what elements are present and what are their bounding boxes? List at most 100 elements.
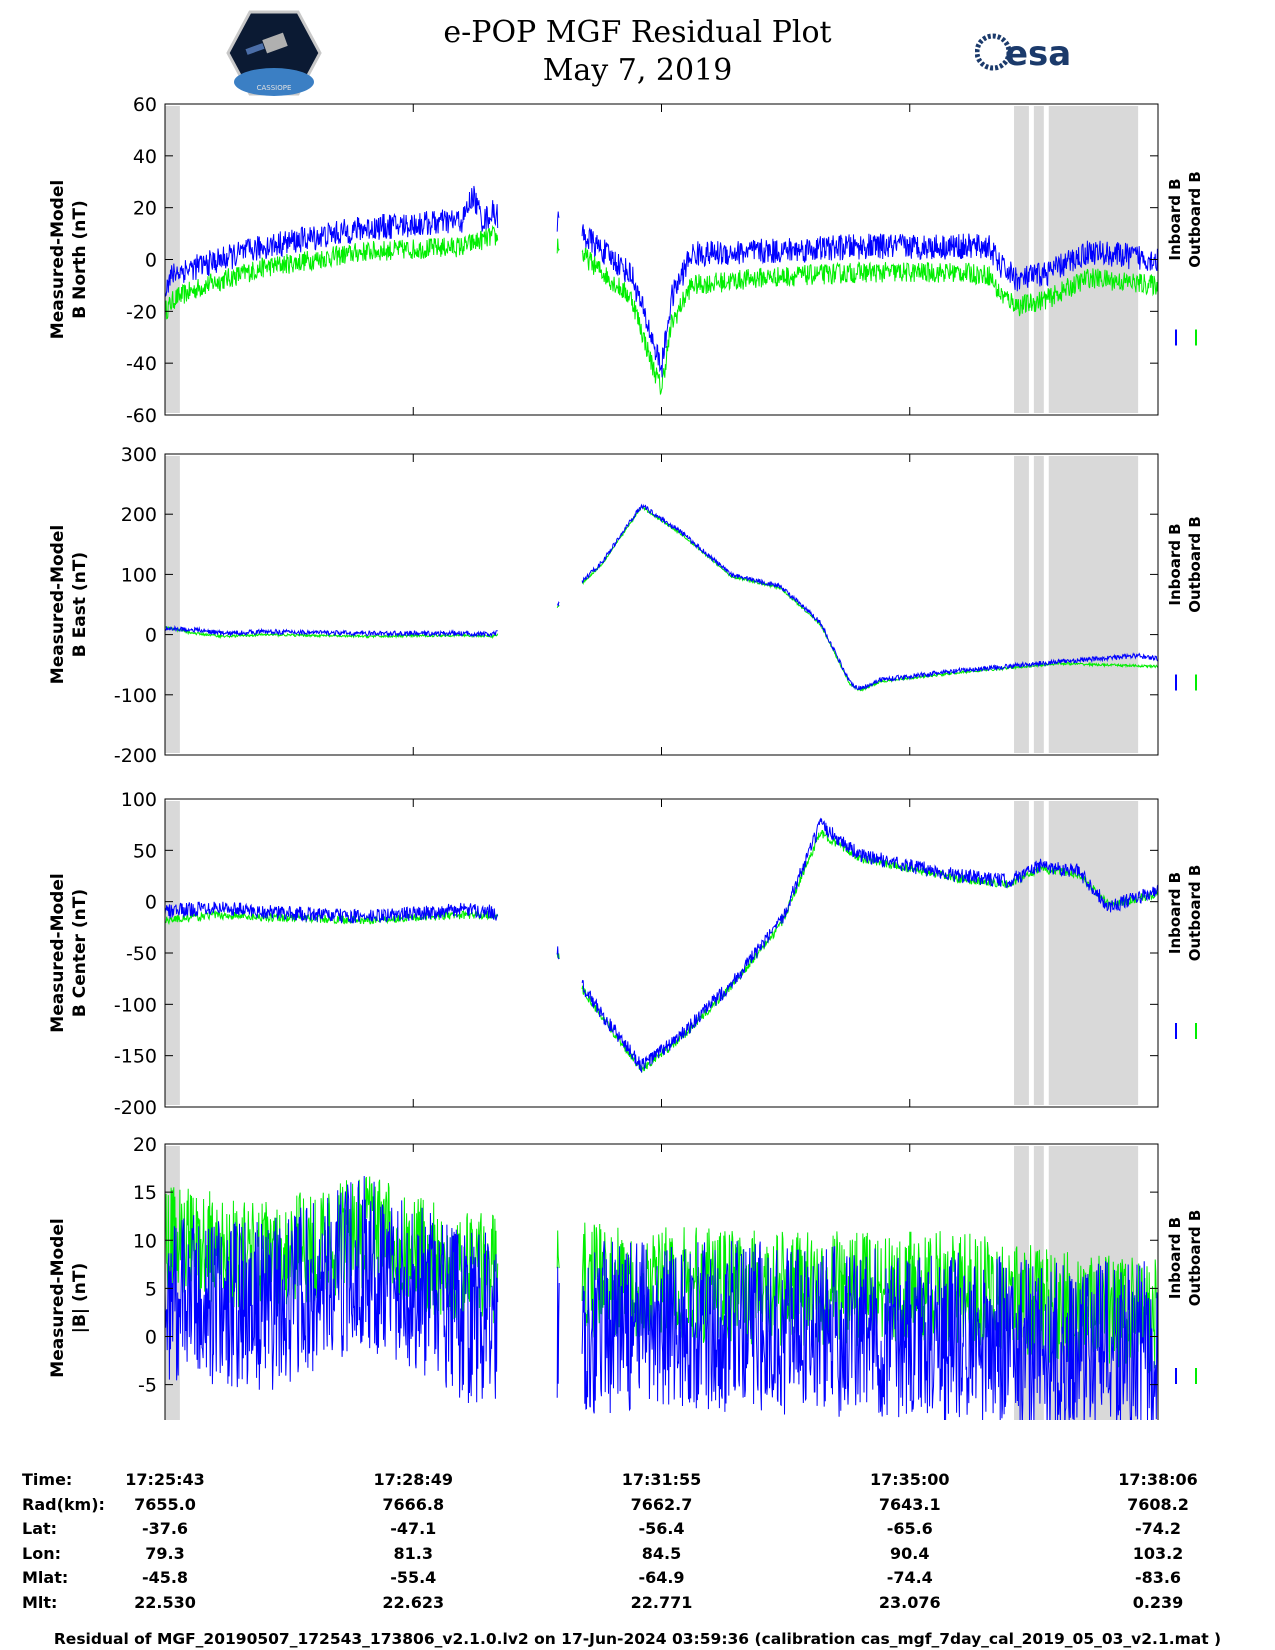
shaded-region bbox=[1048, 801, 1139, 1105]
cassiope-logo: CASSIOPE bbox=[226, 10, 322, 100]
series-line-outboard bbox=[556, 1230, 560, 1269]
y-tick-label: -100 bbox=[114, 994, 157, 1016]
y-tick-label: 20 bbox=[133, 1134, 157, 1156]
esa-logo: esa bbox=[974, 32, 1090, 76]
series-line-inboard bbox=[556, 946, 560, 960]
y-tick-label: -40 bbox=[126, 353, 157, 375]
y-tick-label: -200 bbox=[114, 745, 157, 767]
series-line-inboard bbox=[164, 1175, 499, 1404]
ephemeris-value: -83.6 bbox=[1134, 1568, 1182, 1587]
y-tick-label: 0 bbox=[145, 625, 157, 647]
legend-label-outboard: Outboard B bbox=[1186, 1210, 1204, 1307]
ephemeris-value: 17:28:49 bbox=[373, 1470, 454, 1489]
residual-chart: 60 40 20 0 -20 -40 -60 Measured-Model B North (n… bbox=[48, 94, 1204, 1420]
ephemeris-row-label: Lon: bbox=[22, 1543, 61, 1563]
ephemeris-value: 7643.1 bbox=[878, 1494, 941, 1514]
series-line-outboard bbox=[581, 247, 1159, 396]
series-line-outboard bbox=[164, 626, 499, 640]
ephemeris-value: -55.4 bbox=[390, 1568, 437, 1587]
legend-label-inboard: Inboard B bbox=[1166, 178, 1184, 260]
ephemeris-value: 22.771 bbox=[630, 1592, 693, 1612]
ephemeris-row-label: Lat: bbox=[22, 1519, 58, 1538]
ephemeris-value: 84.5 bbox=[641, 1543, 682, 1563]
title-line-1: e-POP MGF Residual Plot bbox=[443, 15, 832, 50]
panel-center: 100 50 0 -50 -100 -150 -200 Measured-Model B Cen… bbox=[48, 789, 1204, 1119]
ephemeris-value: -74.4 bbox=[886, 1568, 933, 1587]
shaded-region bbox=[1033, 106, 1044, 413]
y-axis-label: Measured-Model |B| (nT) bbox=[48, 1218, 90, 1377]
y-tick-label: 0 bbox=[145, 250, 157, 272]
legend-label-outboard: Outboard B bbox=[1186, 516, 1204, 613]
shaded-region bbox=[165, 456, 180, 753]
ephemeris-value: 90.4 bbox=[890, 1543, 930, 1563]
ephemeris-value: 7608.2 bbox=[1127, 1494, 1189, 1514]
y-tick-label: -50 bbox=[126, 943, 157, 965]
ephemeris-value: -37.6 bbox=[141, 1519, 189, 1538]
y-tick-label: 300 bbox=[121, 444, 157, 466]
y-tick-label: 50 bbox=[133, 840, 157, 862]
series-line-inboard bbox=[581, 503, 1159, 691]
y-axis-label: Measured-Model B East (nT) bbox=[48, 525, 90, 684]
ephemeris-value: 0.239 bbox=[1132, 1592, 1184, 1612]
ephemeris-value: 17:25:43 bbox=[125, 1470, 205, 1489]
series-line-inboard bbox=[164, 185, 499, 298]
y-axis-label: Measured-Model B Center (nT) bbox=[48, 873, 90, 1032]
y-tick-label: 15 bbox=[133, 1182, 157, 1204]
ephemeris-value: 22.530 bbox=[134, 1592, 196, 1612]
y-tick-label: -100 bbox=[114, 685, 157, 707]
y-tick-label: 100 bbox=[121, 564, 157, 586]
series-line-inboard bbox=[164, 901, 499, 924]
esa-logo-mark bbox=[974, 33, 1012, 71]
y-tick-label: 40 bbox=[133, 146, 157, 168]
ephemeris-value: 79.3 bbox=[145, 1543, 185, 1563]
ephemeris-value: 17:31:55 bbox=[621, 1470, 702, 1489]
ephemeris-value: 23.076 bbox=[878, 1592, 941, 1612]
ephemeris-value: -65.6 bbox=[886, 1519, 933, 1538]
ephemeris-value: 7666.8 bbox=[382, 1494, 445, 1514]
y-tick-label: -150 bbox=[114, 1046, 157, 1068]
ephemeris-value: -74.2 bbox=[1134, 1519, 1182, 1538]
footer-caption: Residual of MGF_20190507_172543_173806_v… bbox=[53, 1630, 1222, 1648]
y-axis-label: Measured-Model B North (nT) bbox=[48, 180, 90, 339]
plot-title: e-POP MGF Residual Plot May 7, 2019 bbox=[0, 14, 1275, 90]
esa-logo-text: esa bbox=[1005, 34, 1071, 72]
ephemeris-value: 81.3 bbox=[393, 1543, 433, 1563]
y-tick-label: -200 bbox=[114, 1097, 157, 1119]
shaded-region bbox=[1033, 801, 1044, 1105]
ephemeris-row-label: Mlat: bbox=[22, 1568, 69, 1587]
legend: Inboard B Outboard B bbox=[1166, 516, 1204, 691]
legend-label-inboard: Inboard B bbox=[1166, 523, 1184, 605]
shaded-region bbox=[1014, 456, 1029, 753]
y-tick-label: -60 bbox=[126, 405, 157, 427]
ephemeris-value: -56.4 bbox=[638, 1519, 685, 1538]
y-tick-label: 0 bbox=[145, 1327, 157, 1349]
legend-label-outboard: Outboard B bbox=[1186, 865, 1204, 962]
series-line-inboard bbox=[556, 1266, 560, 1398]
y-tick-label: 60 bbox=[133, 94, 157, 116]
ephemeris-value: -45.8 bbox=[141, 1568, 189, 1587]
ephemeris-value: 17:38:06 bbox=[1118, 1470, 1198, 1489]
axes-box bbox=[164, 798, 1159, 1108]
legend: Inboard B Outboard B bbox=[1166, 171, 1204, 346]
series-line-inboard bbox=[556, 211, 560, 232]
series-line-inboard bbox=[557, 601, 560, 607]
ephemeris-row-label: Mlt: bbox=[22, 1592, 58, 1612]
satellite-shape bbox=[262, 32, 288, 54]
y-tick-label: -20 bbox=[126, 301, 157, 323]
legend-label-inboard: Inboard B bbox=[1166, 1217, 1184, 1299]
y-tick-label: 10 bbox=[133, 1230, 157, 1252]
ephemeris-value: -47.1 bbox=[390, 1519, 437, 1538]
shaded-region bbox=[1014, 801, 1029, 1105]
legend-label-outboard: Outboard B bbox=[1186, 171, 1204, 268]
ephemeris-value: 17:35:00 bbox=[869, 1470, 950, 1489]
series-line-inboard bbox=[164, 625, 498, 639]
legend-label-inboard: Inboard B bbox=[1166, 872, 1184, 954]
ephemeris-row-label: Rad(km): bbox=[22, 1494, 105, 1514]
ephemeris-value: 103.2 bbox=[1132, 1543, 1184, 1563]
ephemeris-value: 7662.7 bbox=[630, 1494, 693, 1514]
y-tick-label: 0 bbox=[145, 892, 157, 914]
axes-box bbox=[164, 453, 1159, 756]
legend: Inboard B Outboard B bbox=[1166, 865, 1204, 1039]
panel-east: 300 200 100 0 -100 -200 Measured-Model B East (… bbox=[48, 444, 1204, 767]
